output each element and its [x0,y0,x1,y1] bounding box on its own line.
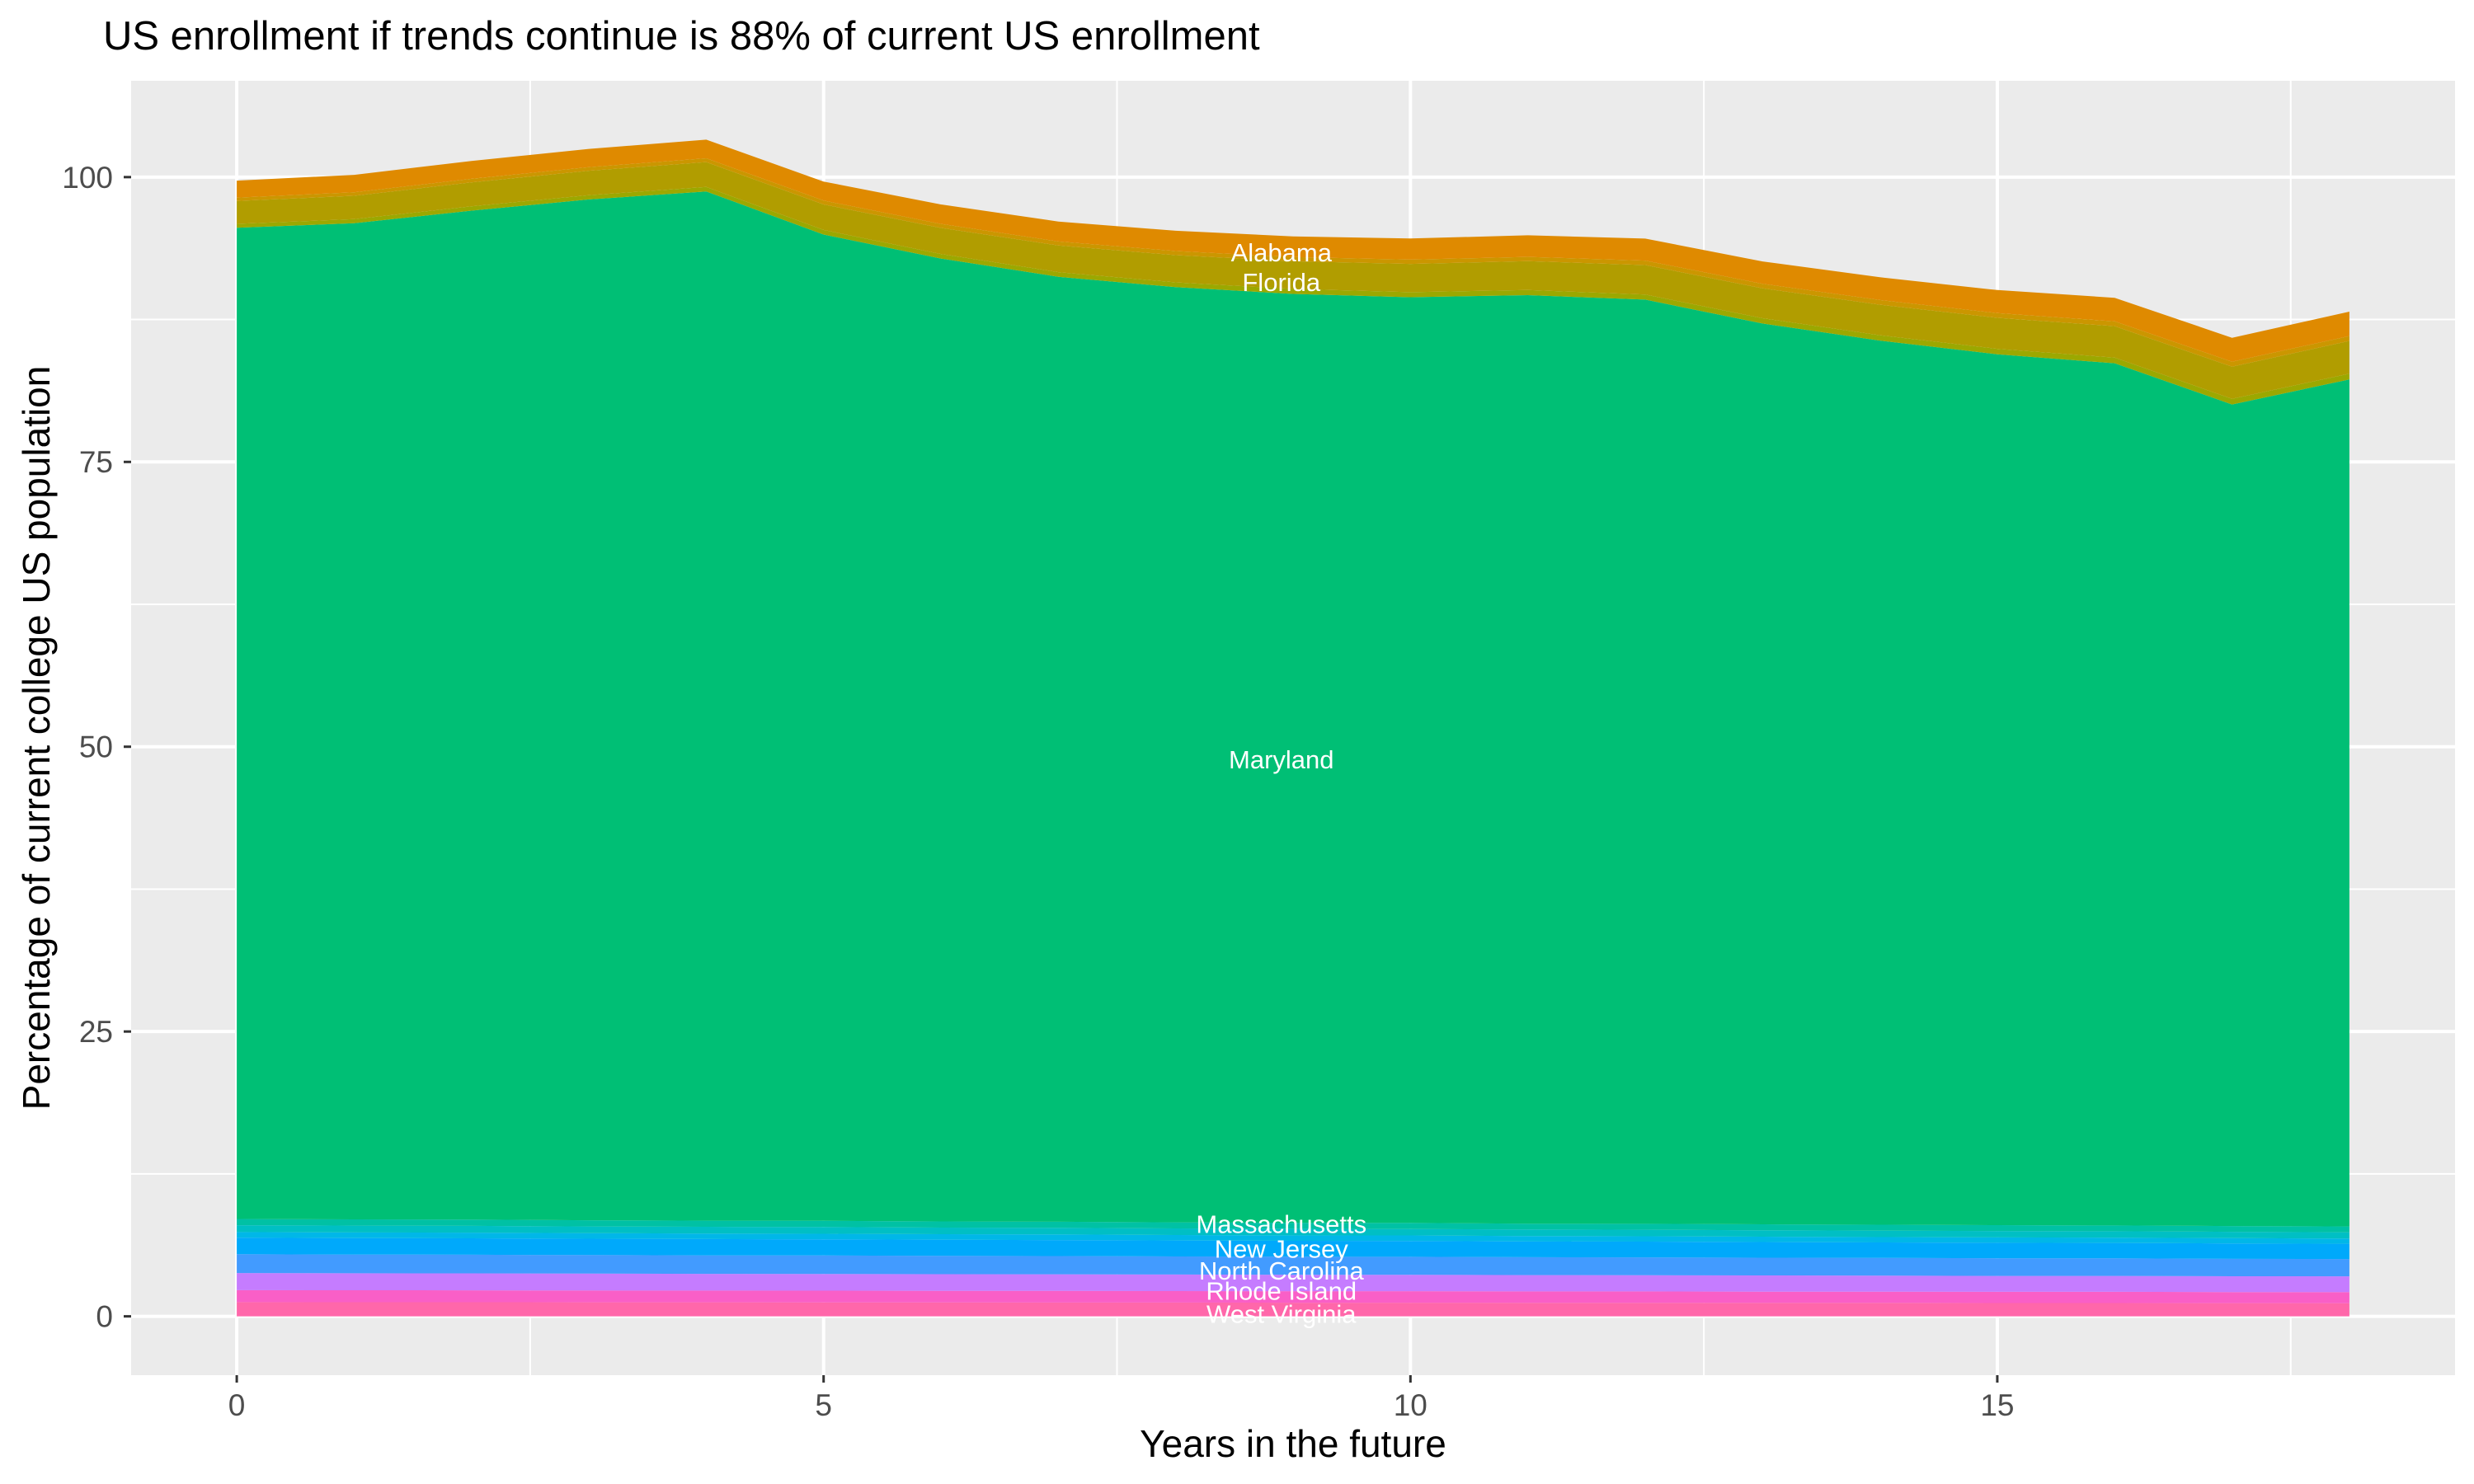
x-axis-title: Years in the future [1140,1422,1446,1465]
state-label-north-carolina: North Carolina [1199,1256,1365,1285]
area-west-virginia [237,1302,2349,1317]
area-maryland [237,191,2349,1227]
area-massachusetts [237,1225,2349,1239]
x-tick-label-10: 10 [1394,1388,1427,1422]
y-tick-label-50: 50 [79,730,113,764]
area-north-carolina [237,1254,2349,1277]
y-tick-label-0: 0 [96,1300,113,1334]
area-unlabeled-band-magenta [237,1289,2349,1303]
area-alabama [237,139,2349,362]
y-tick-label-100: 100 [62,161,113,195]
state-label-florida: Florida [1242,268,1321,297]
state-label-new-jersey: New Jersey [1215,1234,1348,1263]
x-tick-label-5: 5 [815,1388,832,1422]
state-label-massachusetts: Massachusetts [1196,1210,1366,1239]
y-axis-title: Percentage of current college US populat… [15,365,58,1111]
area-new-jersey [237,1237,2349,1260]
y-tick-label-75: 75 [79,445,113,479]
area-rhode-island [237,1273,2349,1293]
x-tick-label-0: 0 [228,1388,246,1422]
state-label-west-virginia: West Virginia [1206,1300,1357,1329]
x-tick-label-15: 15 [1980,1388,2014,1422]
area-florida [237,162,2349,399]
y-tick-label-25: 25 [79,1015,113,1049]
state-label-maryland: Maryland [1229,745,1334,774]
plot-title: US enrollment if trends continue is 88% … [103,14,1260,59]
area-unlabeled-band-cyan [237,1232,2349,1244]
state-label-rhode-island: Rhode Island [1206,1276,1357,1305]
state-label-alabama: Alabama [1231,238,1333,267]
area-unlabeled-band-teal [237,1219,2349,1233]
